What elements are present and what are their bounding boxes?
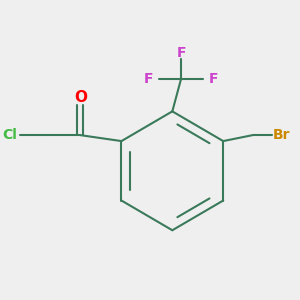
Text: Br: Br — [273, 128, 291, 142]
Text: F: F — [144, 72, 154, 86]
Text: F: F — [176, 46, 186, 60]
Text: F: F — [209, 72, 218, 86]
Text: Cl: Cl — [2, 128, 17, 142]
Text: O: O — [74, 91, 87, 106]
